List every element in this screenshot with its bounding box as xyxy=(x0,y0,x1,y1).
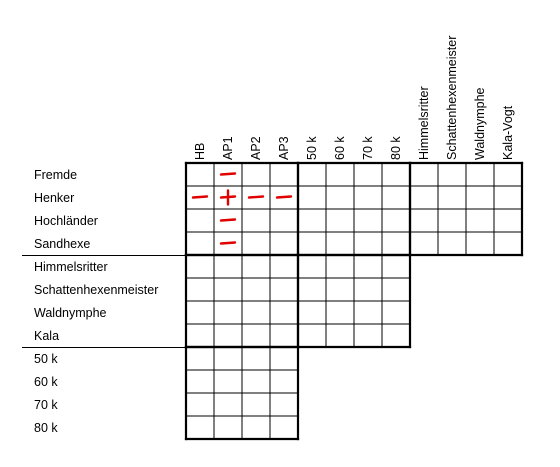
row-label: Hochländer xyxy=(34,213,98,228)
minus-mark[interactable] xyxy=(219,172,237,176)
minus-mark[interactable] xyxy=(219,241,237,245)
row-label: Schattenhexenmeister xyxy=(34,282,159,297)
row-group-separator xyxy=(22,255,187,256)
minus-mark[interactable] xyxy=(219,218,237,222)
row-group-separator xyxy=(22,347,187,348)
row-label: 60 k xyxy=(34,374,58,389)
row-label: Henker xyxy=(34,190,75,205)
row-label: 70 k xyxy=(34,397,58,412)
row-label: Waldnymphe xyxy=(34,305,107,320)
minus-mark[interactable] xyxy=(247,195,265,199)
row-label: Kala xyxy=(34,328,60,343)
row-label: 80 k xyxy=(34,420,58,435)
row-label: Himmelsritter xyxy=(34,259,108,274)
minus-mark[interactable] xyxy=(191,195,209,199)
row-label: Fremde xyxy=(34,167,78,182)
row-label: Sandhexe xyxy=(34,236,91,251)
minus-mark[interactable] xyxy=(275,195,293,199)
plus-mark[interactable] xyxy=(219,189,237,206)
row-label: 50 k xyxy=(34,351,58,366)
